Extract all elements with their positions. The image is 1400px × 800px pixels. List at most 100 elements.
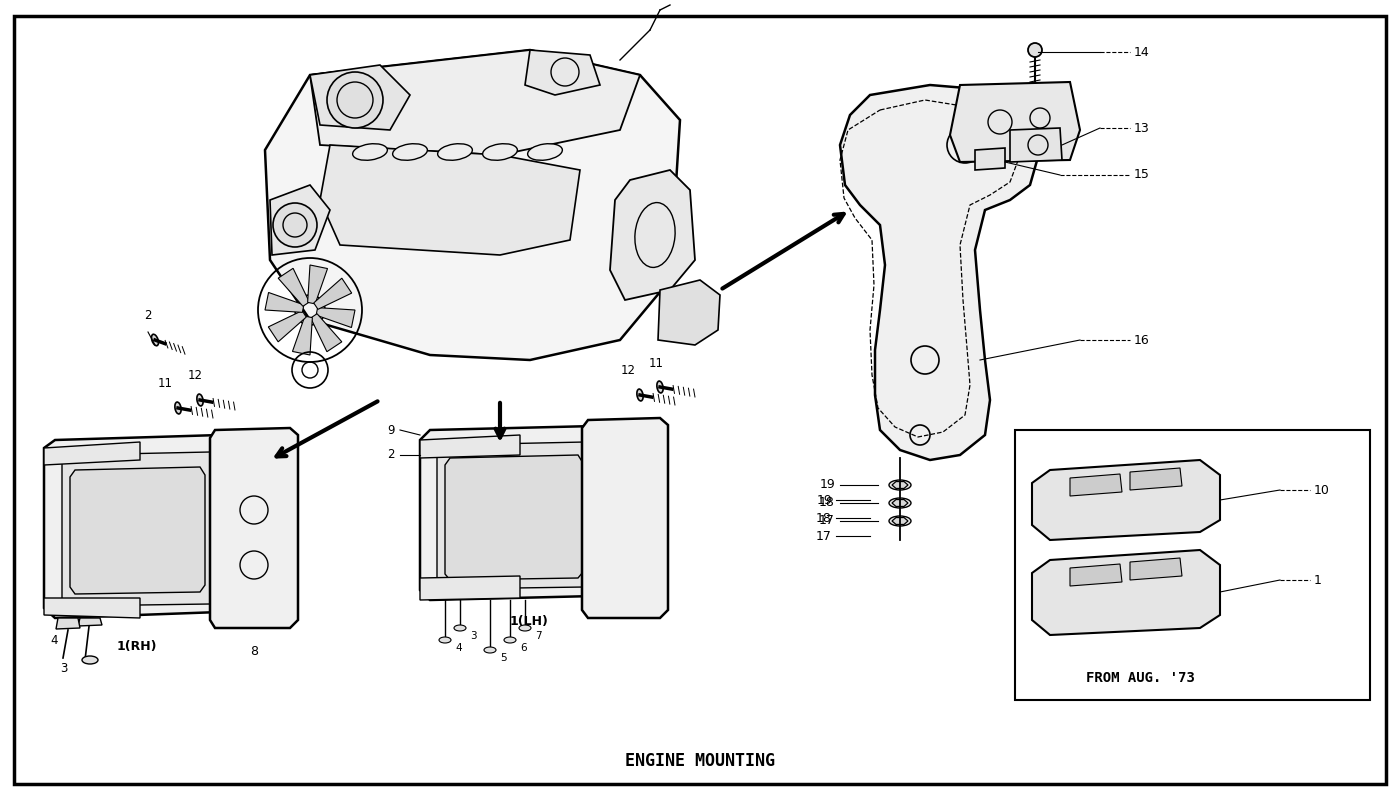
Text: 3: 3: [470, 631, 476, 641]
Text: ENGINE MOUNTING: ENGINE MOUNTING: [624, 752, 776, 770]
Text: 9: 9: [388, 423, 395, 437]
Polygon shape: [311, 314, 342, 352]
Text: 12: 12: [620, 364, 636, 377]
Text: 17: 17: [819, 514, 834, 527]
Ellipse shape: [528, 144, 563, 160]
Polygon shape: [951, 82, 1079, 162]
Polygon shape: [309, 50, 640, 155]
Polygon shape: [43, 435, 230, 618]
Ellipse shape: [504, 637, 517, 643]
Text: 7: 7: [535, 631, 542, 641]
Polygon shape: [582, 418, 668, 618]
Text: 11: 11: [157, 377, 172, 390]
Ellipse shape: [83, 656, 98, 664]
Text: 5: 5: [500, 653, 507, 663]
Polygon shape: [1032, 482, 1049, 489]
Ellipse shape: [1029, 498, 1051, 508]
Polygon shape: [321, 145, 580, 255]
Text: 4: 4: [50, 634, 57, 646]
Polygon shape: [210, 428, 298, 628]
Ellipse shape: [483, 144, 518, 160]
Ellipse shape: [889, 498, 911, 508]
Polygon shape: [1130, 468, 1182, 490]
Polygon shape: [1009, 128, 1063, 162]
Ellipse shape: [392, 144, 427, 160]
Text: 2: 2: [388, 449, 395, 462]
Text: 19: 19: [816, 494, 832, 506]
Polygon shape: [420, 426, 605, 600]
Polygon shape: [270, 185, 330, 255]
Text: 18: 18: [819, 497, 834, 510]
Ellipse shape: [657, 381, 664, 393]
Text: 15: 15: [1134, 169, 1149, 182]
Polygon shape: [43, 598, 140, 618]
Ellipse shape: [889, 480, 911, 490]
Ellipse shape: [175, 402, 181, 414]
Text: 2: 2: [144, 309, 151, 322]
Polygon shape: [43, 442, 140, 465]
Ellipse shape: [519, 625, 531, 631]
Ellipse shape: [353, 144, 388, 160]
Text: 1(LH): 1(LH): [510, 615, 549, 628]
Polygon shape: [1032, 518, 1049, 525]
Text: 4: 4: [455, 643, 462, 653]
Text: FROM AUG. '73: FROM AUG. '73: [1085, 671, 1194, 685]
Text: 12: 12: [188, 369, 203, 382]
Text: 10: 10: [1315, 483, 1330, 497]
Polygon shape: [308, 265, 328, 304]
Ellipse shape: [438, 144, 472, 160]
Polygon shape: [293, 316, 312, 355]
Text: 1(RH): 1(RH): [116, 640, 157, 653]
Text: 8: 8: [251, 645, 258, 658]
Polygon shape: [892, 518, 909, 525]
Polygon shape: [658, 280, 720, 345]
Polygon shape: [437, 442, 594, 589]
Ellipse shape: [151, 334, 158, 346]
Text: 23: 23: [1093, 478, 1110, 491]
Text: 21: 21: [1093, 509, 1110, 522]
Ellipse shape: [1029, 516, 1051, 526]
Polygon shape: [62, 452, 218, 606]
Polygon shape: [420, 435, 519, 458]
Bar: [1015, 430, 1371, 700]
Polygon shape: [316, 308, 356, 327]
Ellipse shape: [889, 516, 911, 526]
Polygon shape: [610, 170, 694, 300]
Polygon shape: [1130, 558, 1182, 580]
Polygon shape: [56, 618, 80, 629]
Polygon shape: [78, 618, 102, 626]
Polygon shape: [265, 293, 304, 312]
Text: 13: 13: [1134, 122, 1149, 134]
Text: 18: 18: [816, 511, 832, 525]
Polygon shape: [445, 455, 582, 580]
Polygon shape: [309, 65, 410, 130]
Polygon shape: [1032, 499, 1049, 506]
Ellipse shape: [454, 625, 466, 631]
Text: 17: 17: [816, 530, 832, 542]
Circle shape: [1028, 43, 1042, 57]
Polygon shape: [1070, 564, 1121, 586]
Polygon shape: [70, 467, 204, 594]
Polygon shape: [974, 148, 1005, 170]
Ellipse shape: [440, 637, 451, 643]
Text: 14: 14: [1134, 46, 1149, 58]
Polygon shape: [1032, 550, 1219, 635]
Polygon shape: [420, 576, 519, 600]
Text: 3: 3: [60, 662, 69, 674]
Polygon shape: [892, 499, 909, 506]
Ellipse shape: [1029, 480, 1051, 490]
Text: 6: 6: [519, 643, 526, 653]
Ellipse shape: [484, 647, 496, 653]
Text: 20: 20: [1093, 529, 1110, 542]
Polygon shape: [269, 310, 307, 342]
Polygon shape: [1070, 474, 1121, 496]
Text: 1: 1: [1315, 574, 1322, 586]
Polygon shape: [1032, 460, 1219, 540]
Polygon shape: [314, 278, 351, 310]
Ellipse shape: [197, 394, 203, 406]
Text: 19: 19: [819, 478, 834, 491]
Text: 11: 11: [648, 357, 664, 370]
Text: 16: 16: [1134, 334, 1149, 346]
Circle shape: [328, 72, 384, 128]
Ellipse shape: [637, 389, 643, 401]
